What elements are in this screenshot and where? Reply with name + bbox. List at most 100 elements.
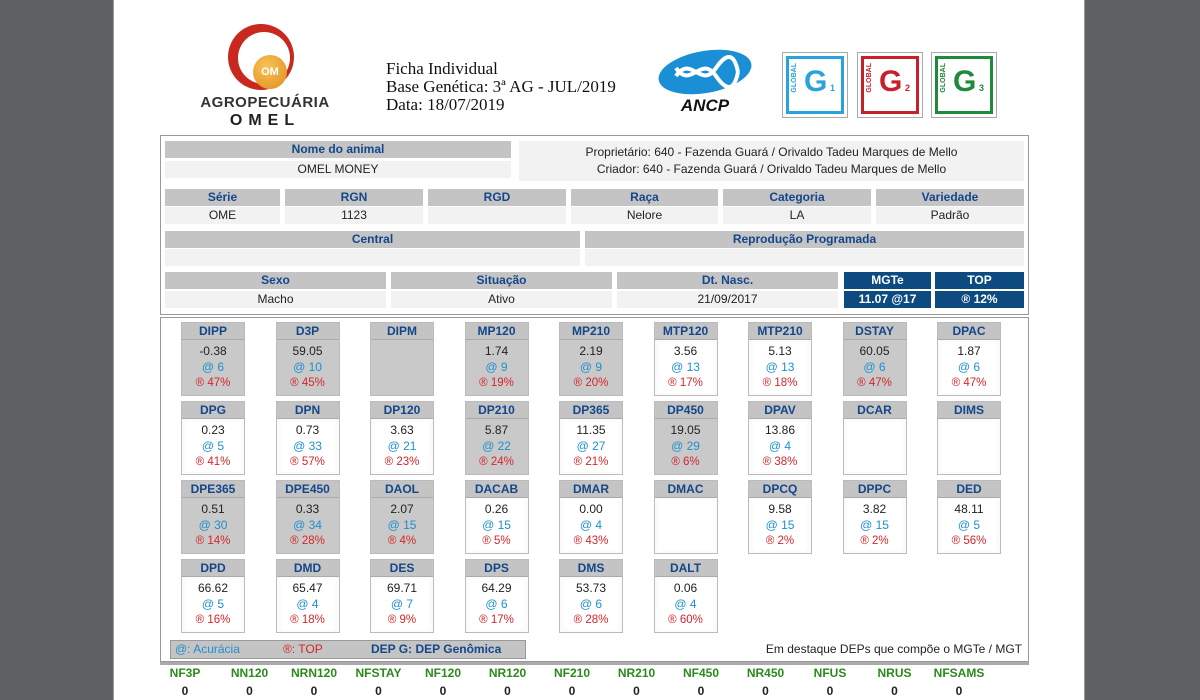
nf-name: NF210 xyxy=(553,666,591,680)
dep-card-d3p: D3P 59.05 @ 10 ® 45% xyxy=(275,322,340,396)
nf-column-nf120: NF120 0 xyxy=(412,666,474,698)
mgte-value: 11.07 @17 xyxy=(844,291,931,308)
dep-top: ® 19% xyxy=(479,377,514,389)
dep-name: DPE365 xyxy=(182,481,244,498)
dep-top: ® 14% xyxy=(195,535,231,547)
dep-top: ® 5% xyxy=(482,535,511,547)
dep-value: 0.73 xyxy=(295,423,320,437)
central-value xyxy=(165,249,580,266)
dep-value: 48.11 xyxy=(954,502,984,516)
report-date: Data: 18/07/2019 xyxy=(386,95,505,114)
dep-body: 19.05 @ 29 ® 6% xyxy=(658,421,713,472)
dep-card-dims: DIMS xyxy=(937,401,1001,475)
dep-body: 3.56 @ 13 ® 17% xyxy=(658,342,713,393)
nf-name: NRN120 xyxy=(290,666,338,680)
dep-value: 1.74 xyxy=(484,344,509,358)
dep-body: 0.26 @ 15 ® 5% xyxy=(469,500,524,551)
dep-panel: DIPP -0.38 @ 6 ® 47% D3P 59.05 @ 10 ® 45% DIPM MP… xyxy=(160,317,1029,662)
nf-column-nf450: NF450 0 xyxy=(670,666,732,698)
dep-value xyxy=(375,343,429,359)
global-g3-badge: GLOBAL G 3 xyxy=(931,52,997,118)
dep-name: DPPC xyxy=(843,481,906,498)
nf-value: 0 xyxy=(504,684,511,698)
logo-text: AGROPECUÁRIA xyxy=(200,94,330,111)
dep-top: ® 20% xyxy=(573,377,609,389)
nf-value: 0 xyxy=(246,684,253,698)
sexo-value: Macho xyxy=(165,291,386,308)
dep-body: 0.51 @ 30 ® 14% xyxy=(186,500,240,551)
dep-name: DACAB xyxy=(465,481,528,498)
dep-value: 0.26 xyxy=(484,502,509,516)
ancp-logo: ANCP xyxy=(654,48,756,116)
top-value: ® 12% xyxy=(935,291,1024,308)
dep-name: DPD xyxy=(182,560,244,577)
dep-card-dcar: DCAR xyxy=(842,401,907,475)
nf-value: 0 xyxy=(181,684,189,698)
dep-card-dpn: DPN 0.73 @ 33 ® 57% xyxy=(275,401,340,475)
dep-value: 0.51 xyxy=(201,502,225,516)
dep-value: 3.63 xyxy=(390,423,414,437)
dep-body: 1.87 @ 6 ® 47% xyxy=(942,342,996,393)
legend-top: ®: TOP xyxy=(283,642,323,656)
dep-value: 59.05 xyxy=(292,344,323,358)
dep-accuracy: @ 4 xyxy=(296,597,319,611)
categoria-label: Categoria xyxy=(723,189,871,206)
dep-top: ® 18% xyxy=(762,377,798,389)
dep-accuracy: @ 6 xyxy=(201,360,225,374)
dep-top: ® 21% xyxy=(573,456,609,468)
report-title: Ficha Individual Base Genética: 3ª AG - … xyxy=(386,60,616,114)
dna-helix-icon xyxy=(658,49,752,95)
nf-column-nf210: NF210 0 xyxy=(541,666,603,698)
dep-card-mtp210: MTP210 5.13 @ 13 ® 18% xyxy=(748,322,812,396)
dep-accuracy: @ 6 xyxy=(863,360,886,374)
dep-card-dp450: DP450 19.05 @ 29 ® 6% xyxy=(653,401,718,475)
dep-top: ® 47% xyxy=(951,377,987,389)
dep-top: ® 38% xyxy=(762,456,798,468)
dep-top xyxy=(848,455,902,469)
dep-name: DP120 xyxy=(371,402,433,419)
dep-accuracy: @ 15 xyxy=(482,518,511,532)
logo-text-2: OMEL xyxy=(229,112,301,129)
nf-column-nfus: NFUS 0 xyxy=(799,666,861,698)
rgn-value: 1123 xyxy=(285,207,423,224)
dep-top: ® 41% xyxy=(195,456,231,468)
dep-accuracy: @ 13 xyxy=(671,360,700,374)
dep-name: DP450 xyxy=(654,402,717,419)
dep-top: ® 6% xyxy=(671,456,700,468)
badge-label: GLOBAL xyxy=(940,63,947,93)
legend-genomica: DEP G: DEP Genômica xyxy=(371,642,502,656)
dep-name: DPAV xyxy=(749,402,811,419)
nf-column-nfstay: NFSTAY 0 xyxy=(348,666,410,698)
dep-card-dpcq: DPCQ 9.58 @ 15 ® 2% xyxy=(748,480,812,554)
mgte-label: MGTe xyxy=(844,272,931,289)
dep-value: 65.47 xyxy=(292,581,323,595)
rgn-label: RGN xyxy=(285,189,423,206)
dep-top: ® 60% xyxy=(668,614,703,626)
legend: @: Acurácia ®: TOP DEP G: DEP Genômica xyxy=(170,640,526,659)
serie-value: OME xyxy=(165,207,280,224)
dep-card-dstay: DSTAY 60.05 @ 6 ® 47% xyxy=(842,322,907,396)
dep-value: 60.05 xyxy=(859,344,890,358)
dep-name: MP210 xyxy=(560,323,622,340)
dep-body: 3.82 @ 15 ® 2% xyxy=(847,500,902,551)
dep-top: ® 9% xyxy=(387,614,417,626)
dep-name: DIPM xyxy=(371,323,433,340)
dep-value xyxy=(942,422,996,438)
badge-number: 1 xyxy=(830,83,836,93)
nf-column-nrn120: NRN120 0 xyxy=(283,666,345,698)
dep-name: DP210 xyxy=(465,402,528,419)
nf-name: NN120 xyxy=(230,666,269,680)
dep-card-dalt: DALT 0.06 @ 4 ® 60% xyxy=(653,559,718,633)
badge-letter: G xyxy=(879,65,903,98)
dep-card-daol: DAOL 2.07 @ 15 ® 4% xyxy=(370,480,434,554)
nf-name: NF3P xyxy=(169,666,201,680)
dep-name: MP120 xyxy=(465,323,528,340)
dep-card-dpav: DPAV 13.86 @ 4 ® 38% xyxy=(748,401,812,475)
nasc-label: Dt. Nasc. xyxy=(617,272,838,289)
dep-top: ® 28% xyxy=(573,614,609,626)
dep-top: ® 47% xyxy=(195,377,231,389)
dep-top: ® 2% xyxy=(765,535,795,547)
dep-name: DED xyxy=(938,481,1000,498)
dep-accuracy: @ 4 xyxy=(768,439,792,453)
dep-name: DPAC xyxy=(938,323,1000,340)
